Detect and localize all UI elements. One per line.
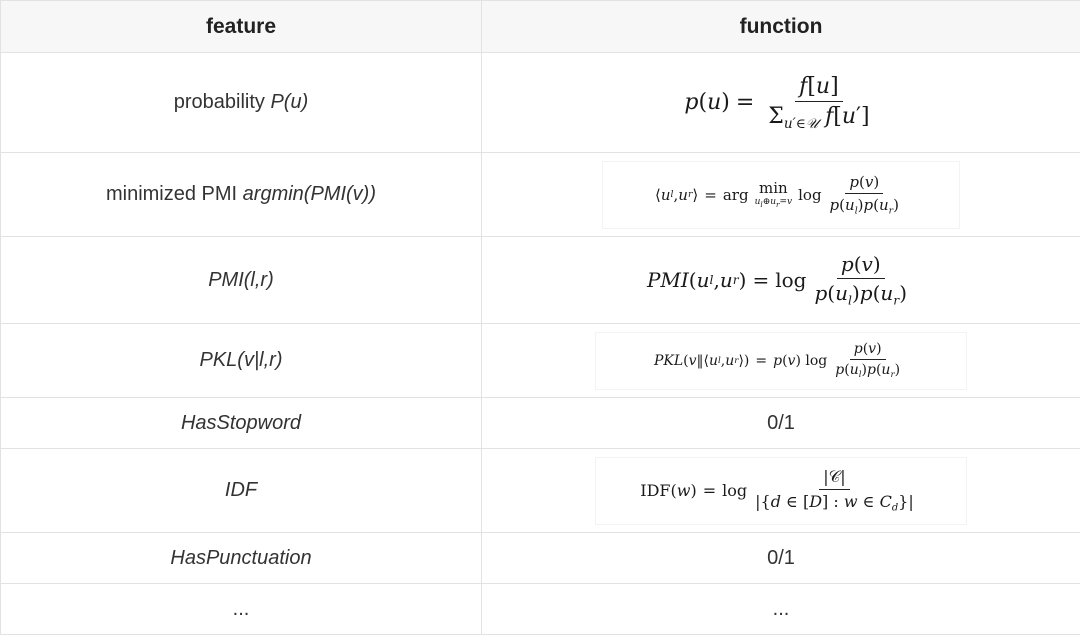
formula-minimized-pmi: ⟨ u l, u r ⟩ = arg min ul⊕ur=v log p(v) p(ul)p(… bbox=[655, 172, 899, 217]
function-cell: ⟨ u l, u r ⟩ = arg min ul⊕ur=v log p(v) p(ul)p(… bbox=[481, 152, 1080, 237]
feature-name: P(u) bbox=[270, 91, 309, 113]
feature-cell: IDF bbox=[0, 448, 482, 533]
header-function: function bbox=[481, 0, 1080, 53]
table-row: HasStopword 0/1 bbox=[0, 397, 1080, 449]
feature-name: HasStopword bbox=[180, 411, 302, 434]
function-cell: ... bbox=[481, 583, 1080, 635]
function-cell: p(u) = f[u] Σu′∈𝒰 f[u′] bbox=[481, 52, 1080, 153]
function-cell: 0/1 bbox=[481, 397, 1080, 449]
formula-pkl: PKL(v ‖⟨ u l, u r ⟩) = p(v) log p(v) p(ul)p(ur) bbox=[653, 340, 901, 381]
formula-pmi: PMI(u l, u r) = log p(v) p(ul)p(ur) bbox=[646, 252, 908, 308]
table-row: HasPunctuation 0/1 bbox=[0, 532, 1080, 584]
header-feature: feature bbox=[0, 0, 482, 53]
feature-prefix: ... bbox=[232, 597, 250, 620]
feature-prefix: probability bbox=[173, 91, 271, 113]
feature-name: argmin(PMI(v)) bbox=[242, 183, 377, 205]
feature-cell: ... bbox=[0, 583, 482, 635]
table-row: PKL(v|l,r) PKL(v ‖⟨ u l, u r ⟩) = p(v) log p(v)… bbox=[0, 323, 1080, 398]
feature-name: HasPunctuation bbox=[170, 546, 312, 569]
feature-name: PKL(v|l,r) bbox=[199, 349, 283, 371]
table-row: IDF IDF(w) = log |𝒞| |{d ∈ [D] : w ∈ Cd}| bbox=[0, 448, 1080, 533]
function-cell: IDF(w) = log |𝒞| |{d ∈ [D] : w ∈ Cd}| bbox=[481, 448, 1080, 533]
feature-cell: HasPunctuation bbox=[0, 532, 482, 584]
feature-cell: probability P(u) bbox=[0, 52, 482, 153]
formula-image: IDF(w) = log |𝒞| |{d ∈ [D] : w ∈ Cd}| bbox=[596, 457, 966, 524]
header-row: feature function bbox=[0, 0, 1080, 53]
function-cell: PKL(v ‖⟨ u l, u r ⟩) = p(v) log p(v) p(ul)p(ur) bbox=[481, 323, 1080, 398]
feature-cell: PMI(l,r) bbox=[0, 236, 482, 324]
formula-probability: p(u) = f[u] Σu′∈𝒰 f[u′] bbox=[684, 73, 870, 132]
feature-cell: HasStopword bbox=[0, 397, 482, 449]
formula-idf: IDF(w) = log |𝒞| |{d ∈ [D] : w ∈ Cd}| bbox=[640, 467, 914, 514]
feature-prefix: minimized PMI bbox=[105, 183, 243, 205]
table-row: ... ... bbox=[0, 583, 1080, 635]
table-row: minimized PMI argmin(PMI(v)) ⟨ u l, u r ⟩ = ar… bbox=[0, 152, 1080, 237]
feature-cell: minimized PMI argmin(PMI(v)) bbox=[0, 152, 482, 237]
table-row: PMI(l,r) PMI(u l, u r) = log p(v) p(ul)p(ur) bbox=[0, 236, 1080, 324]
feature-name: IDF bbox=[224, 479, 258, 501]
table-row: probability P(u) p(u) = f[u] Σu′∈𝒰 f[u′] bbox=[0, 52, 1080, 153]
formula-image: PKL(v ‖⟨ u l, u r ⟩) = p(v) log p(v) p(ul)p(ur) bbox=[596, 332, 966, 389]
formula-image: ⟨ u l, u r ⟩ = arg min ul⊕ur=v log p(v) p(ul)p(… bbox=[603, 161, 959, 228]
feature-name: PMI(l,r) bbox=[208, 268, 274, 291]
function-cell: PMI(u l, u r) = log p(v) p(ul)p(ur) bbox=[481, 236, 1080, 324]
function-cell: 0/1 bbox=[481, 532, 1080, 584]
feature-cell: PKL(v|l,r) bbox=[0, 323, 482, 398]
